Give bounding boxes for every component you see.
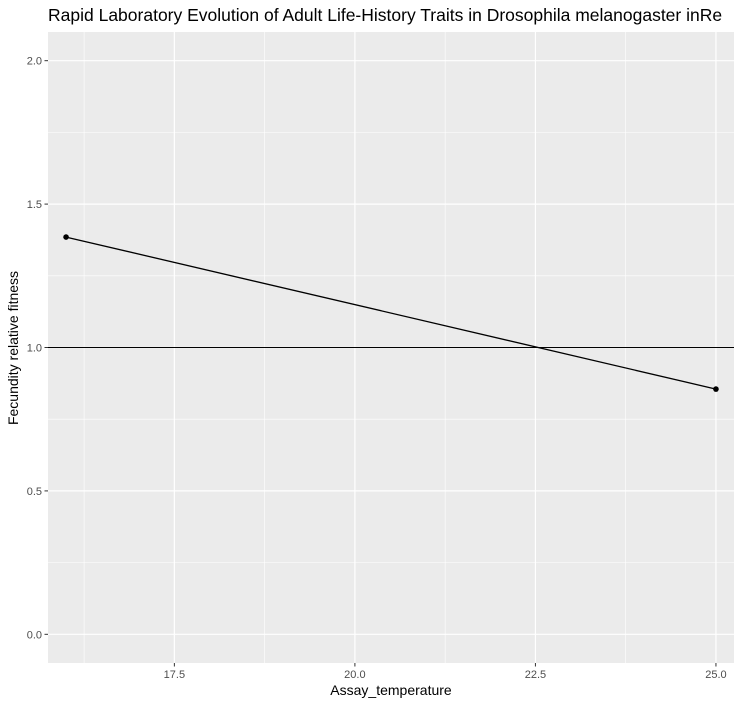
series-line (65, 236, 717, 390)
y-tick-label: 0.5 (27, 486, 42, 498)
x-axis: 17.5 20.0 22.5 25.0 (164, 663, 727, 681)
data-point (63, 234, 69, 240)
x-tick-label: 20.0 (344, 669, 365, 681)
y-tick-label: 1.5 (27, 199, 42, 211)
x-tick-label: 17.5 (164, 669, 185, 681)
y-tick-label: 0.0 (27, 629, 42, 641)
y-axis: 0.0 0.5 1.0 1.5 2.0 (27, 56, 48, 641)
x-axis-title: Assay_temperature (330, 682, 452, 698)
chart-title: Rapid Laboratory Evolution of Adult Life… (48, 5, 722, 25)
x-tick-label: 22.5 (525, 669, 546, 681)
y-tick-label: 1.0 (27, 343, 42, 355)
x-tick-label: 25.0 (705, 669, 726, 681)
y-tick-label: 2.0 (27, 56, 42, 68)
data-point (713, 386, 719, 392)
y-axis-title: Fecundity relative fitness (5, 271, 21, 425)
series-group (63, 234, 719, 392)
